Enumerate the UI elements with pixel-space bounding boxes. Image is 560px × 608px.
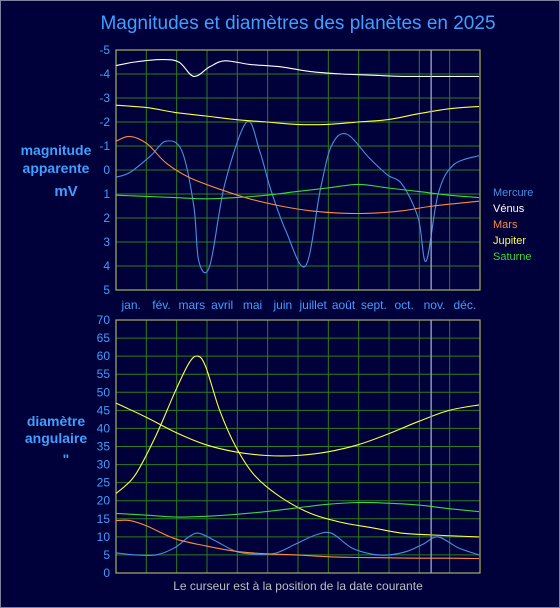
month-label: mai: [243, 298, 262, 312]
y-tick-label: 10: [97, 530, 111, 544]
diameter-ylabel-line2: angulaire: [25, 430, 87, 446]
legend-item-mars: Mars: [493, 219, 518, 231]
diameter-ylabel-unit: ": [63, 451, 70, 467]
plot-frame: [115, 319, 481, 574]
legend-item-vénus: Vénus: [493, 203, 525, 215]
series-line-vénus: [115, 355, 480, 538]
y-tick-label: 55: [97, 367, 111, 381]
y-tick-label: -4: [99, 67, 110, 81]
series-line-mars: [115, 519, 480, 560]
month-label: nov.: [424, 298, 446, 312]
magnitude-ylabel-unit: mV: [54, 183, 77, 200]
series-line-mercure: [115, 531, 480, 557]
series-line-jupiter: [115, 402, 480, 457]
series-line-mercure: [115, 120, 480, 274]
y-tick-label: 3: [103, 235, 110, 249]
diameter-ylabel-line1: diamètre: [27, 413, 86, 429]
magnitude-ylabel-line1: magnitude: [21, 142, 92, 158]
legend-item-jupiter: Jupiter: [493, 235, 526, 247]
month-label: fév.: [152, 298, 170, 312]
month-label: jan.: [120, 298, 140, 312]
month-label: mars: [178, 298, 205, 312]
month-label: juin: [272, 298, 292, 312]
series-line-saturne: [115, 501, 480, 518]
y-tick-label: 40: [97, 421, 111, 435]
footer-note: Le curseur est à la position de la date …: [173, 579, 423, 593]
y-tick-label: 30: [97, 458, 111, 472]
series-line-jupiter: [115, 104, 480, 126]
y-tick-label: 70: [97, 313, 111, 327]
y-tick-label: 0: [103, 163, 110, 177]
y-tick-label: 50: [97, 385, 111, 399]
legend-item-saturne: Saturne: [493, 251, 532, 263]
month-label: août: [332, 298, 356, 312]
y-tick-label: 15: [97, 512, 111, 526]
plot-frame: [115, 49, 481, 291]
y-tick-label: 2: [103, 211, 110, 225]
magnitude-panel: -5 -4 -3 -2 -1 0 1 2 3 4 5: [99, 43, 481, 297]
y-tick-label: 20: [97, 494, 111, 508]
y-tick-label: -1: [99, 139, 110, 153]
month-label: déc.: [453, 298, 476, 312]
series-line-mars: [115, 135, 480, 215]
chart-title: Magnitudes et diamètres des planètes en …: [100, 13, 495, 34]
y-tick-label: -5: [99, 43, 110, 57]
magnitude-ylabel-line2: apparente: [23, 160, 90, 176]
month-label: sept.: [361, 298, 387, 312]
y-tick-label: -2: [99, 115, 110, 129]
y-tick-label: 5: [103, 283, 110, 297]
series-line-saturne: [115, 183, 480, 200]
y-tick-label: 5: [103, 548, 110, 562]
month-label: juillet: [298, 298, 327, 312]
y-tick-label: 45: [97, 403, 111, 417]
diameter-panel: 0 5 10 15 20 25 30 35 40 45 50 55 60 65 70: [97, 313, 481, 580]
month-label: avril: [211, 298, 233, 312]
y-tick-label: 25: [97, 476, 111, 490]
y-tick-label: 35: [97, 440, 111, 454]
series-line-vénus: [115, 59, 479, 78]
y-tick-label: 60: [97, 349, 111, 363]
y-tick-label: 4: [103, 259, 110, 273]
legend-item-mercure: Mercure: [493, 187, 533, 199]
y-tick-label: 0: [103, 566, 110, 580]
month-label: oct.: [394, 298, 413, 312]
y-tick-label: 1: [103, 187, 110, 201]
y-tick-label: 65: [97, 331, 111, 345]
month-labels: jan. fév. mars avril mai juin juillet août sept.…: [120, 298, 476, 312]
y-tick-label: -3: [99, 91, 110, 105]
legend: Mercure Vénus Mars Jupiter Saturne: [493, 187, 533, 263]
